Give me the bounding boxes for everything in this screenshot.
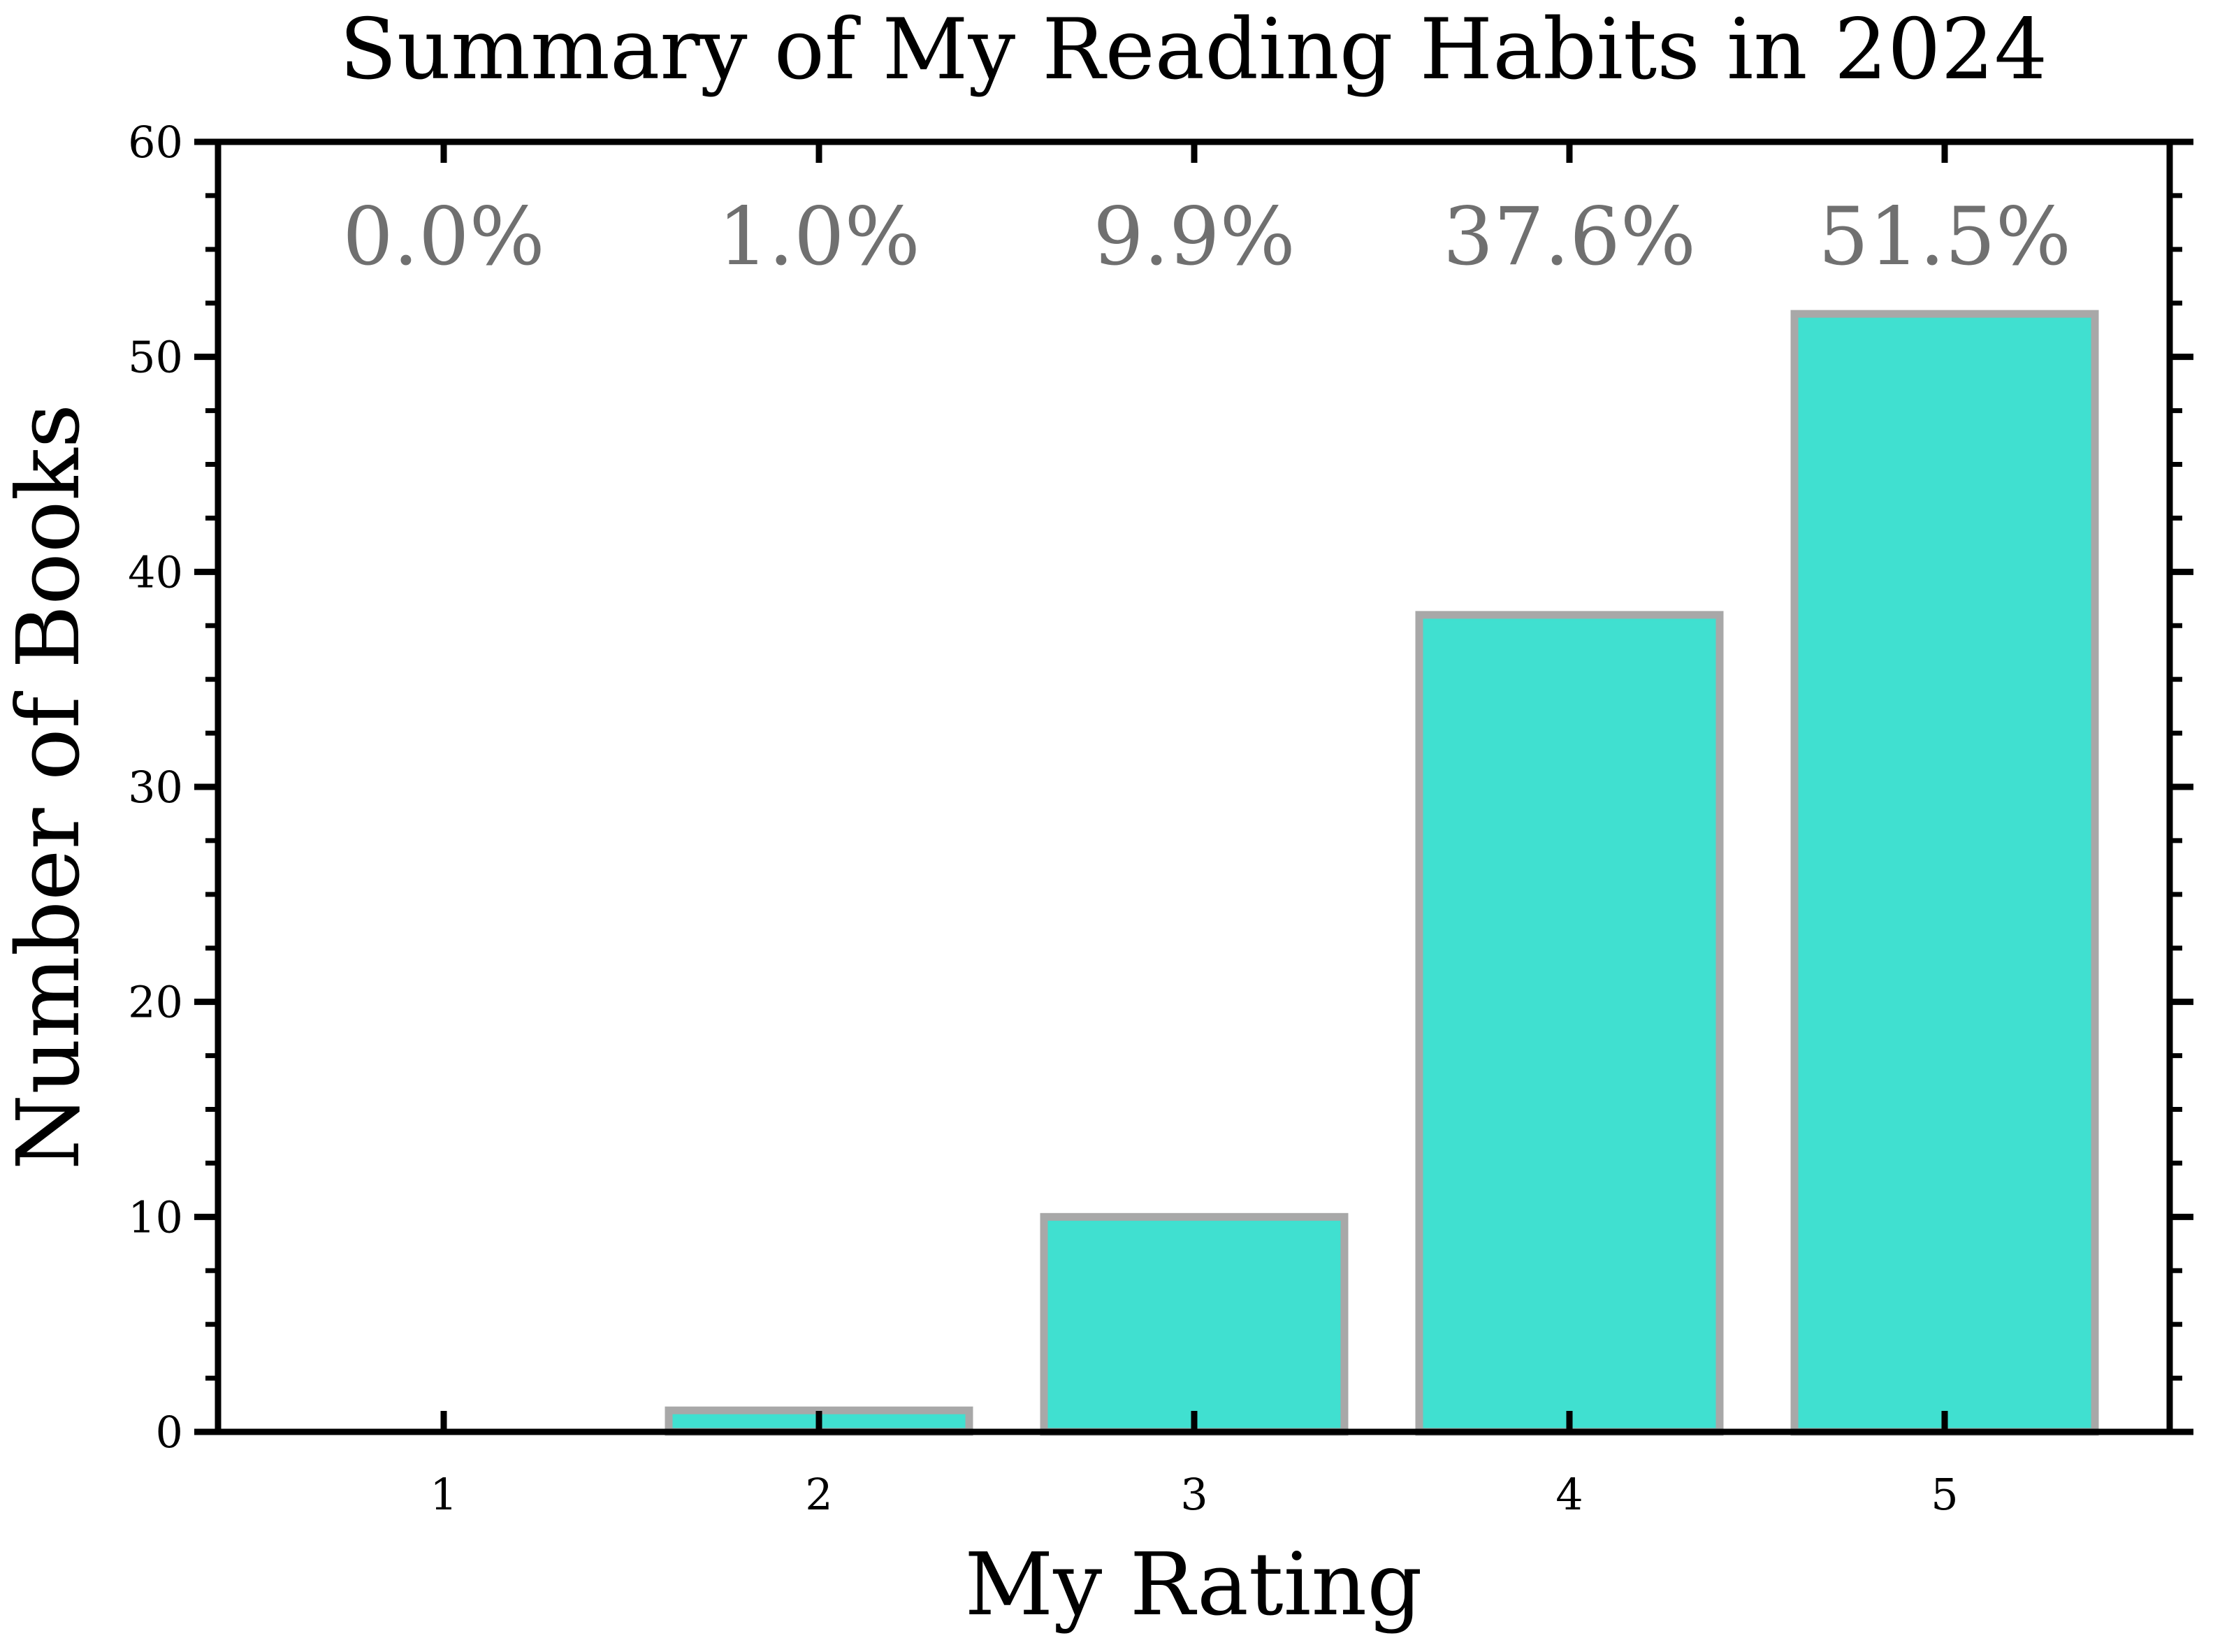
- x-tick-label-4: 4: [1555, 1469, 1583, 1520]
- y-tick-label-30: 30: [128, 762, 183, 813]
- y-tick-label-60: 60: [128, 117, 183, 168]
- bars: [665, 310, 2099, 1436]
- percentage-label-1: 0.0%: [342, 190, 545, 283]
- x-axis-label: My Rating: [964, 1535, 1422, 1635]
- plot-frame: [215, 138, 2173, 1435]
- y-tick-label-40: 40: [128, 546, 183, 597]
- y-tick-label-10: 10: [128, 1191, 183, 1242]
- x-tick-label-2: 2: [805, 1469, 832, 1520]
- x-axis-ticks: 1 2 3 4 5: [430, 142, 1959, 1520]
- y-tick-label-20: 20: [128, 977, 183, 1028]
- percentage-label-3: 9.9%: [1093, 190, 1296, 283]
- y-axis-label: Number of Books: [0, 404, 99, 1171]
- bar-rating-3: [1040, 1212, 1349, 1436]
- chart-title: Summary of My Reading Habits in 2024: [340, 1, 2047, 99]
- percentage-label-2: 1.0%: [718, 190, 920, 283]
- percentage-label-5: 51.5%: [1818, 190, 2071, 283]
- x-tick-label-1: 1: [430, 1469, 457, 1520]
- x-tick-label-5: 5: [1931, 1469, 1958, 1520]
- y-axis-ticks: 0 10 20 30 40 50 60: [128, 117, 2193, 1458]
- bar-rating-5: [1790, 310, 2099, 1436]
- percentage-labels: 0.0% 1.0% 9.9% 37.6% 51.5%: [342, 190, 2071, 283]
- y-tick-label-0: 0: [156, 1407, 183, 1458]
- x-tick-label-3: 3: [1180, 1469, 1207, 1520]
- y-tick-label-50: 50: [128, 332, 183, 383]
- percentage-label-4: 37.6%: [1443, 190, 1696, 283]
- bar-rating-4: [1415, 611, 1724, 1436]
